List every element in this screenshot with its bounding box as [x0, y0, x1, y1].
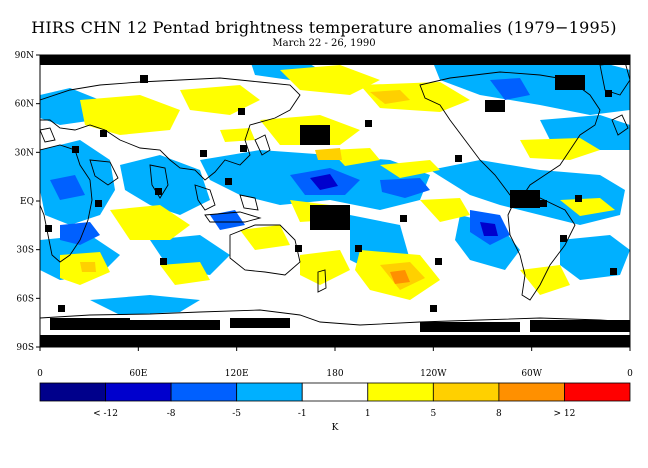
lat-tick-label: EQ: [20, 197, 34, 207]
lat-tick-label: 60S: [16, 294, 34, 304]
longitude-axis: 0 60E 120E 180 120W 60W 0: [37, 347, 633, 379]
colorbar-tick-label: -5: [232, 409, 241, 419]
colorbar-tick-label: 5: [430, 409, 436, 419]
colorbar-tick-label: > 12: [554, 409, 576, 419]
colorbar-swatch: [564, 382, 631, 402]
anomaly-dark-blue: [310, 174, 498, 236]
colorbar-tick-label: 8: [496, 409, 502, 419]
lat-tick-label: 60N: [15, 100, 34, 110]
lat-tick-label: 30N: [15, 148, 34, 158]
colorbar-tick-label: -1: [298, 409, 307, 419]
colorbar-tick-label: -8: [167, 409, 176, 419]
chart-title: HIRS CHN 12 Pentad brightness temperatur…: [31, 18, 617, 37]
colorbar-swatch: [170, 382, 238, 402]
colorbar-tick-label: 1: [365, 409, 371, 419]
latitude-axis: 90N 60N 30N EQ 30S 60S 90S: [15, 51, 40, 353]
lon-tick-label: 0: [37, 369, 43, 379]
lat-tick-label: 90S: [16, 343, 34, 353]
coastlines: [40, 61, 630, 326]
lon-tick-label: 0: [627, 369, 633, 379]
lon-tick-label: 60W: [521, 369, 542, 379]
lon-tick-label: 120W: [420, 369, 447, 379]
chart-subtitle: March 22 - 26, 1990: [272, 38, 376, 49]
lon-tick-label: 180: [326, 369, 343, 379]
lat-tick-label: 30S: [16, 246, 34, 256]
colorbar-swatch: [105, 382, 172, 402]
lat-tick-label: 90N: [15, 51, 34, 61]
lon-tick-label: 60E: [129, 369, 147, 379]
colorbar-swatch: [301, 382, 369, 402]
colorbar-swatch: [432, 382, 500, 402]
colorbar-tick-label: < -12: [93, 409, 118, 419]
colorbar-swatch: [236, 382, 303, 402]
colorbar-swatch: [498, 382, 565, 402]
colorbar-swatch: [367, 382, 434, 402]
anomaly-field: [40, 55, 630, 347]
colorbar-swatch: [39, 382, 106, 402]
colorbar: < -12 -8 -5 -1 1 5 8 > 12: [39, 382, 631, 419]
colorbar-unit-label: K: [332, 423, 339, 433]
lon-tick-label: 120E: [225, 369, 249, 379]
anomaly-orange: [390, 270, 410, 284]
